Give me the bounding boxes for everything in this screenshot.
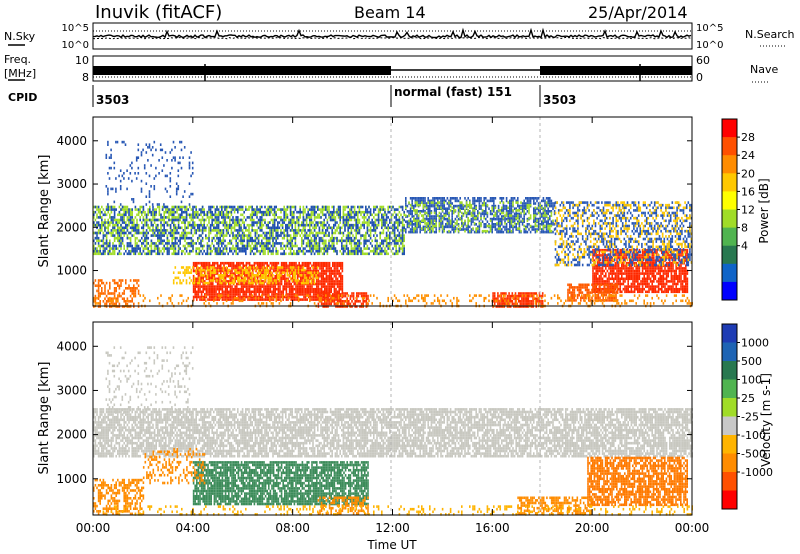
y-tick-label: 1000 <box>56 264 87 278</box>
y-tick-label: 2000 <box>56 220 87 234</box>
colorbar-tick-label: 25 <box>741 392 755 405</box>
velocity-y-label: Slant Range [km] <box>37 362 52 475</box>
colorbar-tick-label: 100 <box>741 374 762 387</box>
colorbar-swatch <box>722 263 737 283</box>
y-tick-label: 4000 <box>56 339 87 353</box>
freq-label: Freq. <box>4 53 31 66</box>
colorbar-tick-label: 16 <box>741 185 755 198</box>
power-y-axis: 1000 2000 3000 4000 <box>56 134 692 278</box>
colorbar-tick-label: 4 <box>741 240 748 253</box>
velocity-y-axis: 1000 2000 3000 4000 <box>56 339 692 486</box>
velocity-colorbar-label: Velocity [m s-1] <box>759 373 773 467</box>
colorbar-swatch <box>722 173 737 192</box>
colorbar-tick-label: 8 <box>741 222 748 235</box>
colorbar-swatch <box>722 435 737 454</box>
date-title: 25/Apr/2014 <box>588 3 688 22</box>
y-tick-label: 2000 <box>56 428 87 442</box>
colorbar-swatch <box>722 361 737 380</box>
station-title: Inuvik (fitACF) <box>95 2 222 23</box>
x-tick-label: 04:00 <box>176 521 211 535</box>
cpid-label: CPID <box>8 91 37 104</box>
time-x-axis: 00:00 04:00 08:00 12:00 16:00 20:00 00:00 <box>76 117 710 535</box>
colorbar-swatch <box>722 209 737 229</box>
y-tick-label: 4000 <box>56 134 87 148</box>
nsearch-tick-high: 10^5 <box>696 23 723 34</box>
power-y-label: Slant Range [km] <box>37 155 52 268</box>
nsearch-trace <box>92 36 692 40</box>
colorbar-swatch <box>722 227 737 247</box>
freq-block-2 <box>540 66 692 75</box>
nsky-trace <box>92 27 692 39</box>
colorbar-swatch <box>722 119 737 138</box>
nsearch-tick-low: 10^0 <box>696 40 723 51</box>
x-tick-label: 16:00 <box>475 521 510 535</box>
colorbar-swatch <box>722 324 737 343</box>
colorbar-tick-label: 1000 <box>741 337 769 350</box>
colorbar-swatch <box>722 416 737 436</box>
colorbar-tick-label: 20 <box>741 167 755 180</box>
colorbar-tick-label: 12 <box>741 204 755 217</box>
velocity-scatter-data <box>93 346 693 516</box>
beam-title: Beam 14 <box>354 3 426 22</box>
nave-tick-high: 60 <box>696 54 710 67</box>
colorbar-swatch <box>722 398 737 417</box>
colorbar-tick-label: -500 <box>741 448 766 461</box>
cpid-segment-3: 3503 <box>543 93 576 107</box>
power-colorbar: 28 24 20 16 12 8 4 <box>721 118 755 301</box>
freq-tick-low: 8 <box>82 71 89 84</box>
nave-tick-low: 0 <box>696 71 703 84</box>
cpid-segment-1: 3503 <box>96 93 129 107</box>
colorbar-tick-label: -100 <box>741 429 766 442</box>
cpid-segment-2: normal (fast) 151 <box>394 85 512 99</box>
nsearch-label: N.Search <box>745 28 795 41</box>
colorbar-tick-label: 24 <box>741 149 755 162</box>
colorbar-tick-label: 28 <box>741 131 755 144</box>
x-tick-label: 00:00 <box>675 521 710 535</box>
x-tick-label: 00:00 <box>76 521 111 535</box>
velocity-colorbar: 1000 500 100 25 -25 -100 -500 -1000 <box>721 323 773 510</box>
nsky-tick-low: 10^0 <box>62 40 89 51</box>
y-tick-label: 3000 <box>56 383 87 397</box>
power-scatter-data <box>93 140 693 308</box>
y-tick-label: 1000 <box>56 472 87 486</box>
colorbar-swatch <box>722 281 737 301</box>
x-tick-label: 20:00 <box>575 521 610 535</box>
power-colorbar-label: Power [dB] <box>757 178 771 243</box>
freq-tick-high: 10 <box>75 54 89 67</box>
nsky-tick-high: 10^5 <box>62 23 89 34</box>
colorbar-tick-label: -1000 <box>741 466 773 479</box>
colorbar-tick-label: 500 <box>741 355 762 368</box>
colorbar-swatch <box>722 342 737 362</box>
y-tick-label: 3000 <box>56 177 87 191</box>
colorbar-swatch <box>722 137 737 156</box>
colorbar-swatch <box>722 472 737 491</box>
colorbar-swatch <box>722 490 737 510</box>
colorbar-swatch <box>722 453 737 473</box>
nsky-label: N.Sky <box>4 30 36 43</box>
x-tick-label: 08:00 <box>275 521 310 535</box>
colorbar-swatch <box>722 379 737 399</box>
colorbar-tick-label: -25 <box>741 411 759 424</box>
freq-unit-label: [MHz] <box>4 67 36 80</box>
colorbar-swatch <box>722 245 737 265</box>
x-axis-label: Time UT <box>366 538 417 552</box>
freq-block-1 <box>93 66 391 75</box>
colorbar-swatch <box>722 191 737 210</box>
nave-label: Nave <box>750 63 778 76</box>
x-tick-label: 12:00 <box>375 521 410 535</box>
colorbar-swatch <box>722 155 737 174</box>
